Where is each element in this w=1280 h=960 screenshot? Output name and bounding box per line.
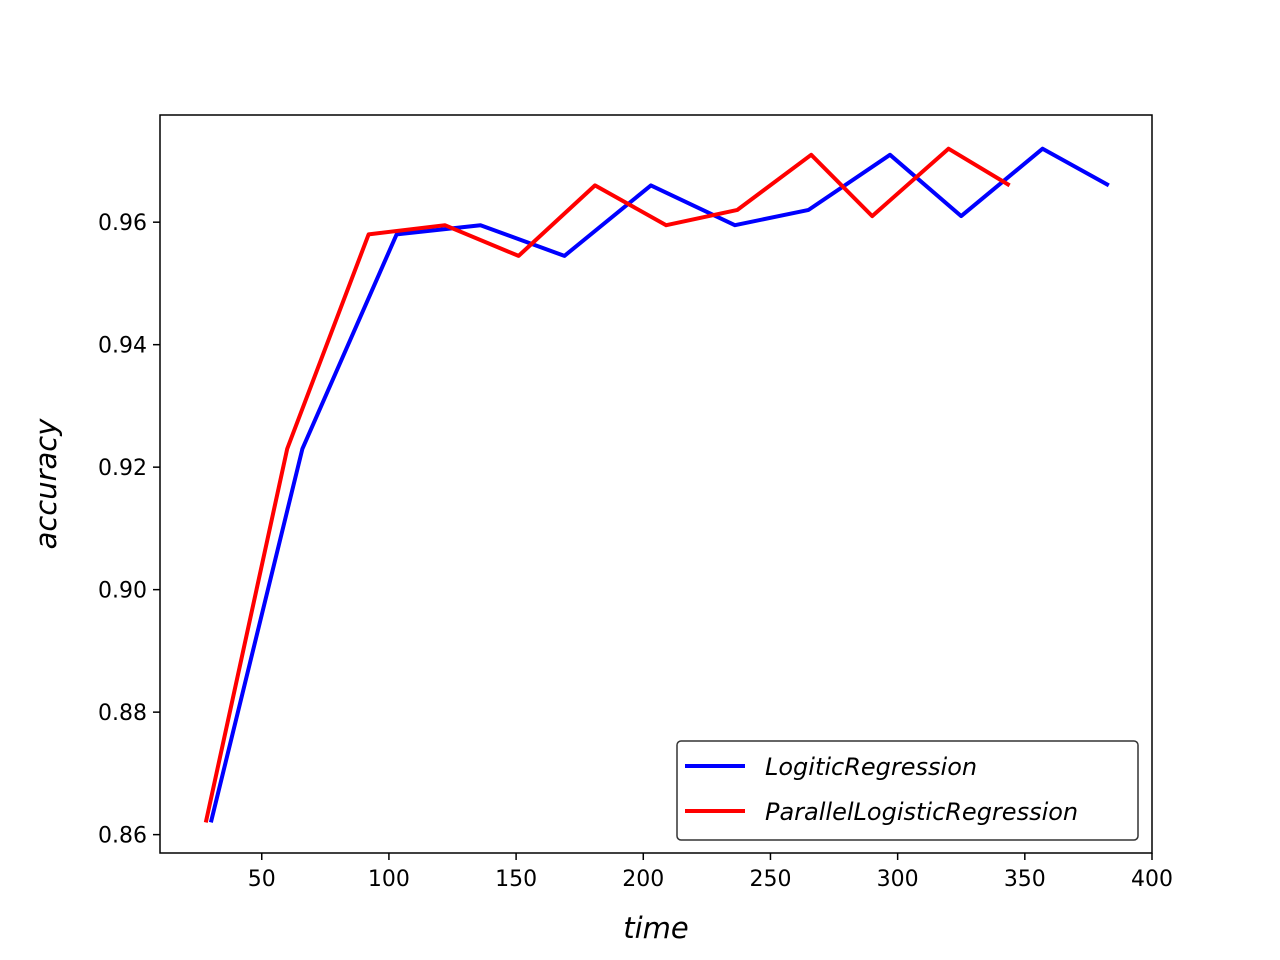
legend-label-parallel: ParallelLogisticRegression: [765, 798, 1078, 826]
y-axis-label: accuracy: [29, 418, 63, 550]
legend: LogiticRegression ParallelLogisticRegres…: [676, 740, 1139, 841]
x-tick-label: 300: [877, 867, 919, 892]
y-tick-label: 0.96: [98, 211, 147, 236]
x-axis-label: time: [623, 911, 689, 945]
y-tick-label: 0.92: [98, 456, 147, 481]
x-axis-ticks: 50 100 150 200 250 300 350 400: [248, 853, 1173, 892]
legend-label-logitic: LogiticRegression: [765, 753, 977, 781]
x-tick-label: 400: [1131, 867, 1173, 892]
x-tick-label: 100: [368, 867, 410, 892]
y-tick-label: 0.86: [98, 824, 147, 849]
legend-box: [676, 740, 1139, 841]
x-tick-label: 200: [622, 867, 664, 892]
y-tick-label: 0.94: [98, 334, 147, 359]
x-tick-label: 350: [1004, 867, 1046, 892]
y-axis-ticks: 0.86 0.88 0.90 0.92 0.94 0.96: [98, 211, 160, 849]
y-tick-label: 0.90: [98, 579, 147, 604]
x-tick-label: 250: [749, 867, 791, 892]
series-layer: [203, 146, 1110, 823]
y-tick-label: 0.88: [98, 701, 147, 726]
series-line-parallel-logistic-regression: [203, 146, 1011, 823]
x-tick-label: 50: [248, 867, 276, 892]
x-tick-label: 150: [495, 867, 537, 892]
plot-frame: [159, 114, 1153, 854]
series-line-logitic-regression: [208, 146, 1110, 823]
